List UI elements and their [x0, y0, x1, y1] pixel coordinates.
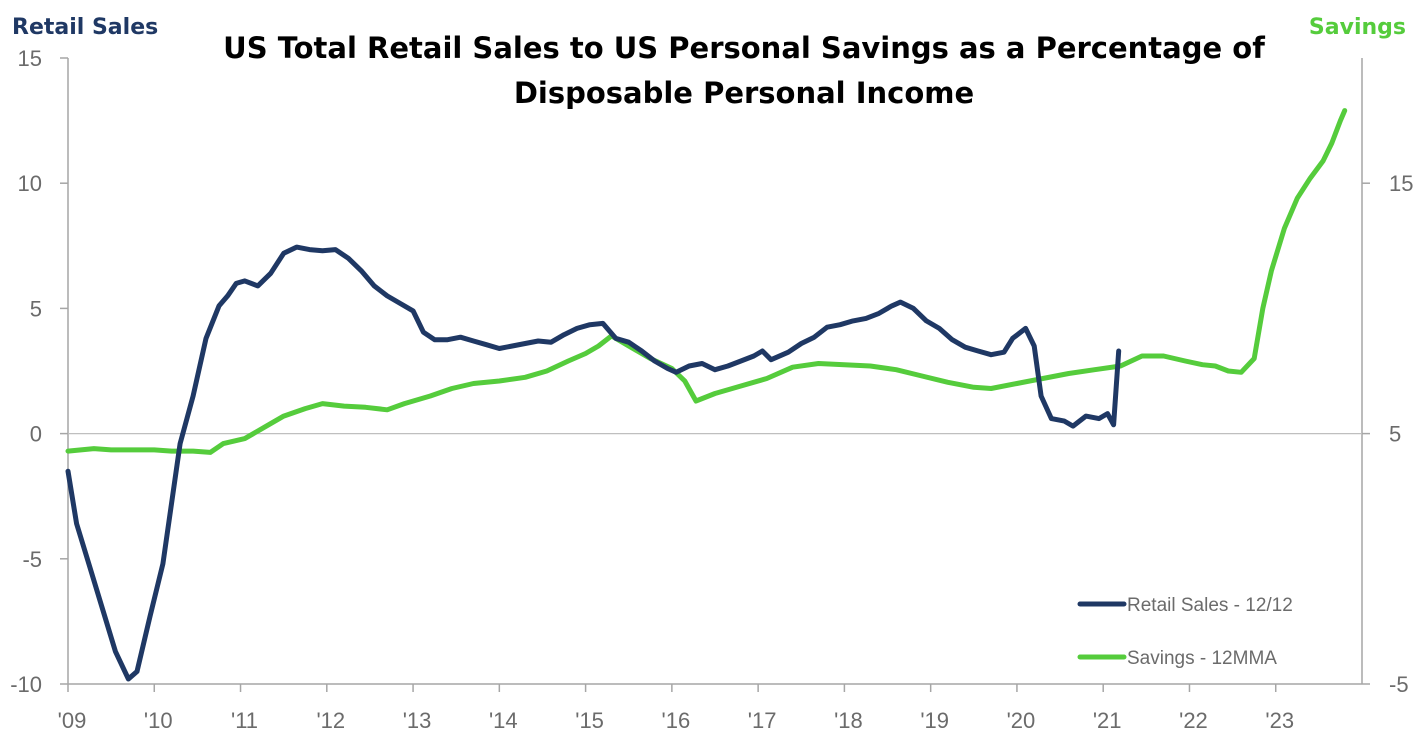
left-axis-label: Retail Sales — [12, 15, 158, 40]
series-lines — [65, 108, 1348, 682]
x-tick-label: '11 — [231, 708, 258, 733]
left-tick-label: 10 — [18, 171, 42, 196]
left-tick-label: -10 — [10, 672, 42, 697]
axes — [60, 57, 1370, 692]
tick-labels: 15 10 5 0 -5 -10 15 5 -5 '09 '10 '11 '12 '13 '14 '15 '16… — [10, 46, 1413, 733]
x-tick-label: '22 — [1179, 708, 1208, 733]
x-tick-label: '13 — [403, 708, 432, 733]
x-tick-label: '23 — [1265, 708, 1294, 733]
legend-label-retail-sales: Retail Sales - 12/12 — [1127, 595, 1293, 616]
left-tick-label: 5 — [30, 296, 42, 321]
x-tick-label: '12 — [316, 708, 345, 733]
legend: Retail Sales - 12/12 Savings - 12MMA — [1077, 595, 1293, 669]
left-tick-label: 15 — [18, 46, 42, 71]
chart-title-line-1: US Total Retail Sales to US Personal Sav… — [223, 31, 1265, 65]
left-tick-label: -5 — [22, 547, 42, 572]
x-tick-label: '20 — [1007, 708, 1036, 733]
savings-line — [65, 108, 1348, 455]
x-tick-label: '16 — [662, 708, 691, 733]
x-tick-label: '17 — [748, 708, 777, 733]
chart-title-line-2: Disposable Personal Income — [514, 76, 974, 110]
right-tick-label: 5 — [1389, 422, 1401, 447]
right-tick-label: 15 — [1389, 171, 1413, 196]
x-tick-label: '10 — [144, 708, 173, 733]
retail-sales-line — [65, 244, 1122, 682]
x-tick-label: '21 — [1093, 708, 1122, 733]
legend-label-savings: Savings - 12MMA — [1127, 648, 1277, 669]
x-tick-label: '15 — [575, 708, 604, 733]
x-tick-label: '19 — [920, 708, 949, 733]
right-axis-label: Savings — [1309, 15, 1406, 40]
x-tick-label: '14 — [489, 708, 518, 733]
x-tick-label: '18 — [834, 708, 863, 733]
left-tick-label: 0 — [30, 422, 42, 447]
right-tick-label: -5 — [1389, 672, 1409, 697]
x-tick-label: '09 — [58, 708, 87, 733]
